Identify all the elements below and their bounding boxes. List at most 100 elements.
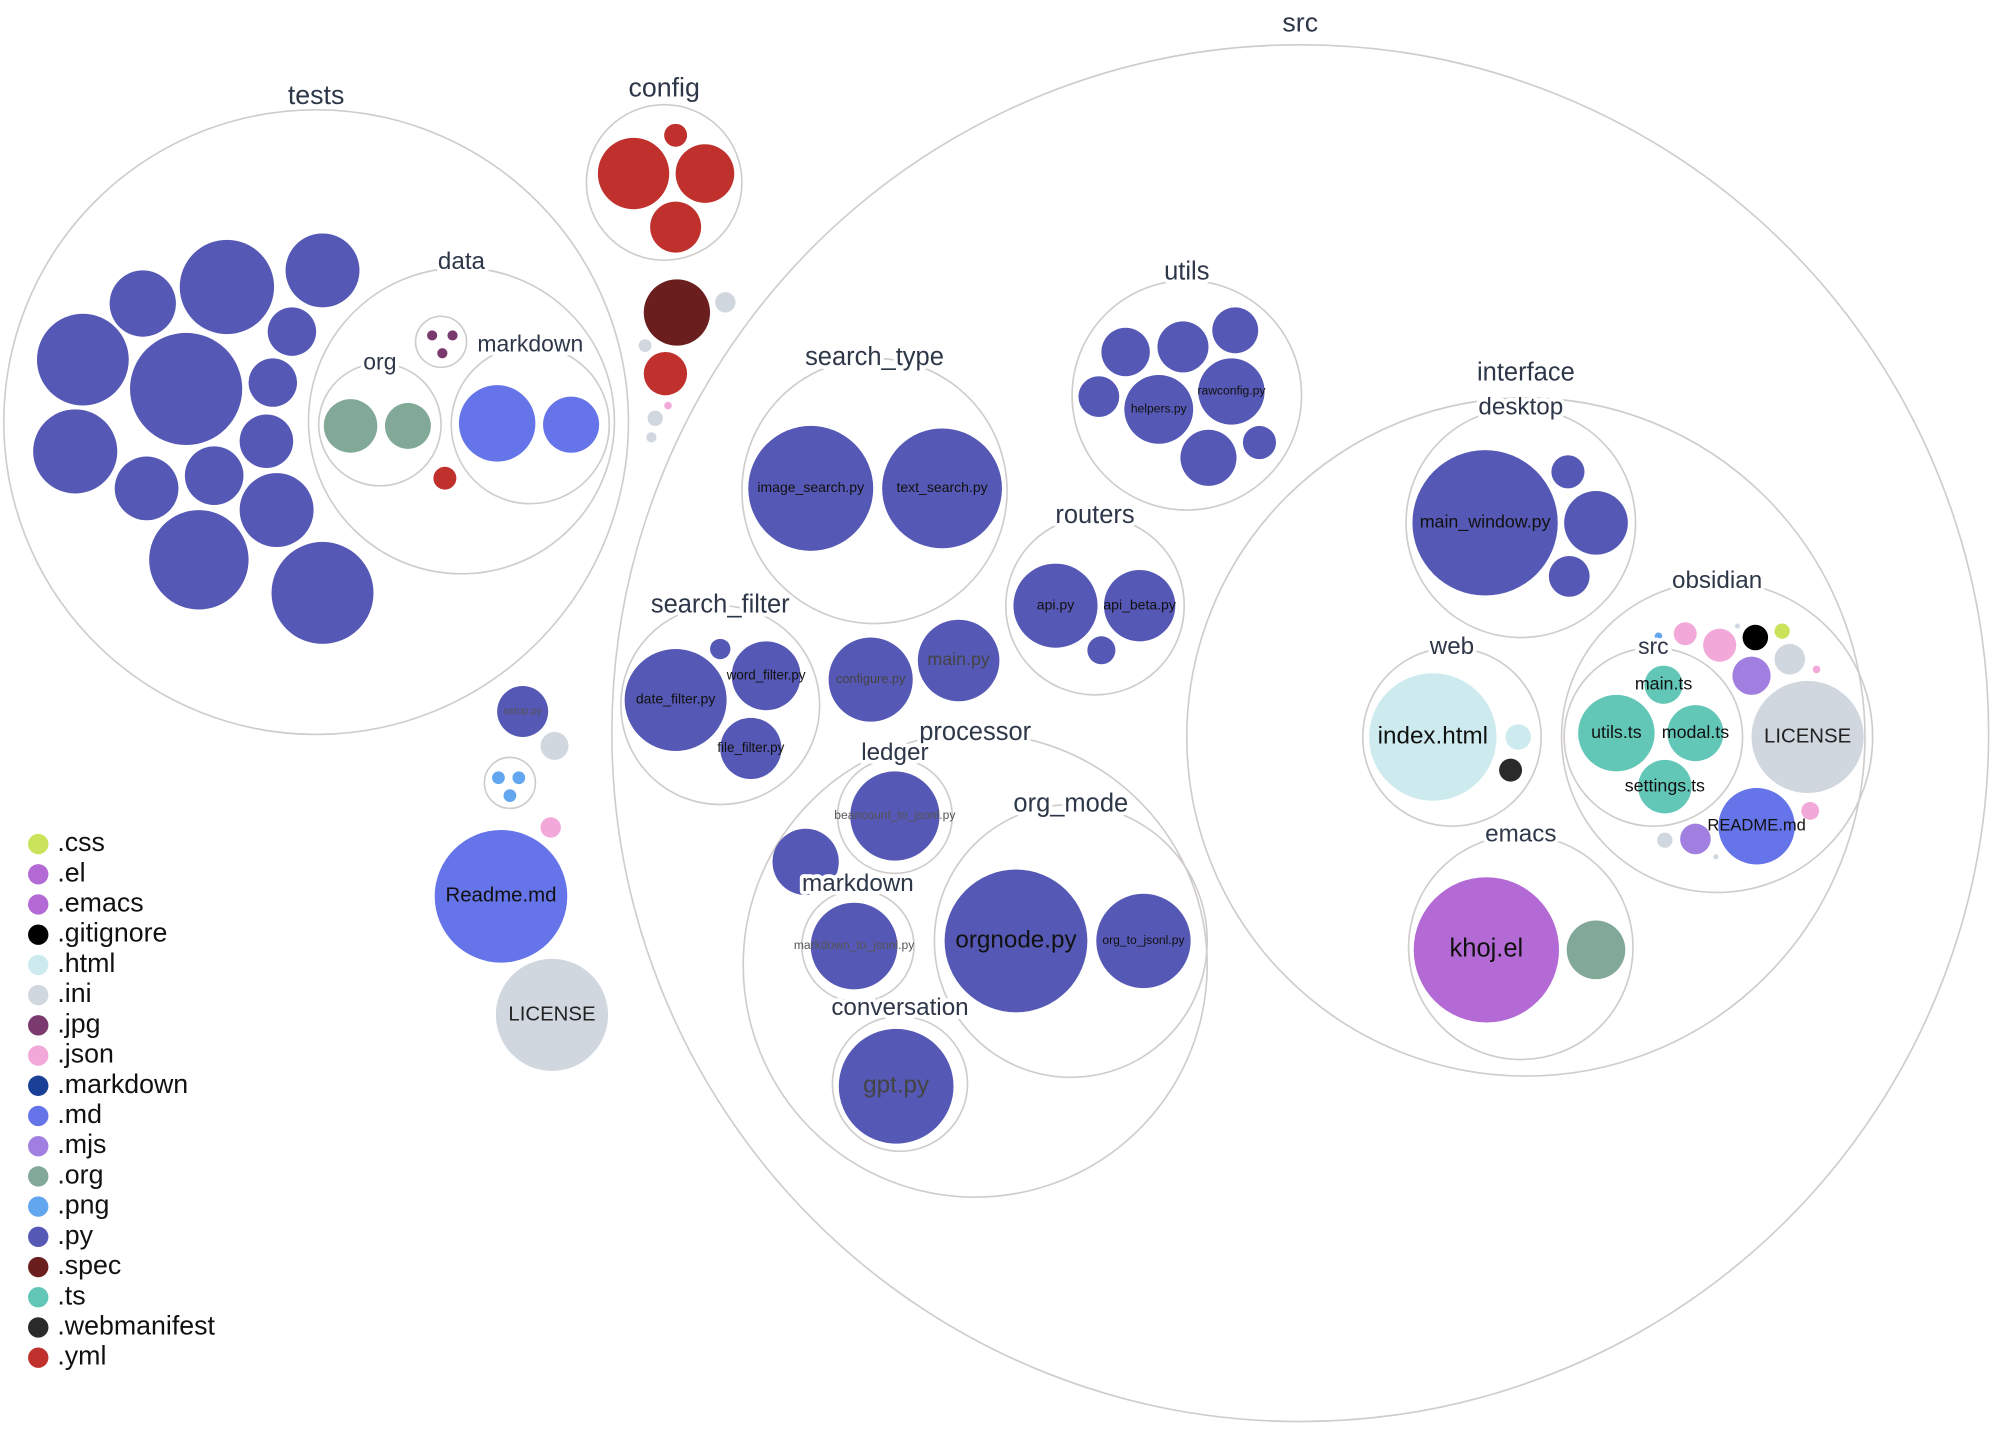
file-circle-main[interactable] <box>917 619 1000 702</box>
directory-conversation[interactable] <box>831 1015 969 1153</box>
file-circle-py[interactable] <box>239 414 294 468</box>
file-circle-configure[interactable] <box>828 637 913 722</box>
file-circle-mjs[interactable] <box>1732 656 1771 695</box>
directory-jpgdir[interactable] <box>414 315 468 369</box>
directory-utils[interactable] <box>1071 279 1303 511</box>
file-circle-py[interactable] <box>130 332 243 446</box>
file-circle-py[interactable] <box>1551 455 1585 489</box>
file-circle-jpg[interactable] <box>427 330 438 341</box>
file-circle-org[interactable] <box>384 402 431 449</box>
file-circle-py[interactable] <box>114 456 179 521</box>
directory-emacs[interactable] <box>1407 834 1634 1061</box>
file-circle-py[interactable] <box>1087 636 1116 665</box>
file-circle-jpg[interactable] <box>447 330 458 341</box>
file-circle-py[interactable] <box>1212 307 1259 354</box>
file-circle-py[interactable] <box>179 239 275 335</box>
file-circle-word_filter[interactable] <box>731 641 801 711</box>
file-circle-py[interactable] <box>1078 376 1120 418</box>
file-circle-org[interactable] <box>1566 920 1626 980</box>
file-circle-md[interactable] <box>458 385 536 462</box>
file-circle-file_filter[interactable] <box>720 717 782 780</box>
directory-desktop[interactable] <box>1405 407 1637 639</box>
file-circle-json[interactable] <box>1703 628 1737 662</box>
file-circle-text_search[interactable] <box>882 428 1002 549</box>
file-circle-html[interactable] <box>1505 724 1531 750</box>
file-circle-py[interactable] <box>1242 425 1277 460</box>
file-circle-yml[interactable] <box>597 137 670 210</box>
file-circle-ini[interactable] <box>1713 854 1719 860</box>
file-circle-beancount[interactable] <box>850 771 940 861</box>
file-circle-py[interactable] <box>184 446 244 505</box>
file-circle-jpg[interactable] <box>437 348 448 359</box>
file-circle-py[interactable] <box>1157 321 1209 373</box>
directory-routers[interactable] <box>1004 515 1186 696</box>
file-circle-png[interactable] <box>1654 632 1663 641</box>
file-circle-py[interactable] <box>109 270 176 337</box>
directory-ledger[interactable] <box>836 757 954 875</box>
file-circle-md[interactable] <box>543 396 600 453</box>
file-circle-py[interactable] <box>33 409 118 494</box>
file-circle-json[interactable] <box>1801 801 1820 820</box>
file-circle-yml[interactable] <box>433 466 457 490</box>
file-circle-png[interactable] <box>492 771 505 785</box>
file-circle-mjs[interactable] <box>1680 823 1711 855</box>
directory-config[interactable] <box>585 103 743 262</box>
file-circle-main_ts[interactable] <box>1644 665 1683 704</box>
directory-markdown[interactable] <box>450 344 611 505</box>
file-circle-settings_ts[interactable] <box>1638 759 1692 814</box>
file-circle-yml[interactable] <box>643 351 688 396</box>
directory-images[interactable] <box>483 756 537 810</box>
file-circle-helpers[interactable] <box>1124 374 1194 444</box>
file-circle-json[interactable] <box>540 817 561 838</box>
file-circle-gpt[interactable] <box>838 1028 954 1144</box>
file-circle-json[interactable] <box>1812 665 1821 674</box>
file-circle-yml[interactable] <box>650 201 702 253</box>
directory-obsidian[interactable] <box>1560 580 1874 894</box>
file-circle-rawconfig[interactable] <box>1198 358 1265 425</box>
directory-data[interactable] <box>307 267 616 575</box>
file-circle-org_to_jsonl[interactable] <box>1096 893 1191 989</box>
file-circle-org[interactable] <box>323 399 378 453</box>
file-circle-date_filter[interactable] <box>624 649 727 751</box>
file-circle-ini[interactable] <box>1657 832 1673 848</box>
file-circle-css[interactable] <box>1774 623 1790 639</box>
file-circle-setup[interactable] <box>497 685 549 737</box>
file-circle-obs_license[interactable] <box>1751 680 1864 794</box>
file-circle-ini[interactable] <box>646 432 657 443</box>
file-circle-gitignore[interactable] <box>1742 624 1769 651</box>
file-circle-modal_ts[interactable] <box>1667 705 1724 762</box>
file-circle-py[interactable] <box>248 358 298 407</box>
file-circle-png[interactable] <box>512 771 526 785</box>
directory-search_type[interactable] <box>741 357 1008 625</box>
file-circle-ini[interactable] <box>647 410 663 426</box>
file-circle-py[interactable] <box>1548 555 1590 597</box>
directory-p_markdown[interactable] <box>800 889 915 1003</box>
file-circle-utils_ts[interactable] <box>1578 694 1655 772</box>
file-circle-main_window[interactable] <box>1412 450 1558 596</box>
file-circle-py[interactable] <box>239 473 314 548</box>
file-circle-py[interactable] <box>36 313 129 406</box>
file-circle-py[interactable] <box>271 541 374 644</box>
file-circle-py[interactable] <box>710 638 731 660</box>
file-circle-obs_readme[interactable] <box>1718 787 1795 865</box>
file-circle-json[interactable] <box>664 401 672 410</box>
directory-processor[interactable] <box>742 732 1209 1198</box>
file-circle-image_search[interactable] <box>748 425 874 551</box>
directory-org[interactable] <box>317 362 442 487</box>
directory-interface[interactable] <box>1185 397 1866 1077</box>
file-circle-yml[interactable] <box>675 144 735 203</box>
file-circle-orgnode[interactable] <box>944 869 1088 1013</box>
file-circle-ini[interactable] <box>1734 623 1741 629</box>
file-circle-yml[interactable] <box>664 123 688 147</box>
file-circle-ini[interactable] <box>715 292 736 313</box>
file-circle-py[interactable] <box>1180 429 1237 486</box>
file-circle-license[interactable] <box>495 958 609 1071</box>
file-circle-py[interactable] <box>267 307 317 356</box>
file-circle-py[interactable] <box>1564 490 1628 555</box>
file-circle-png[interactable] <box>503 789 517 802</box>
file-circle-api[interactable] <box>1013 563 1098 648</box>
file-circle-py[interactable] <box>285 233 360 308</box>
directory-search_filter[interactable] <box>619 604 821 806</box>
file-circle-ini[interactable] <box>1774 643 1806 675</box>
directory-src[interactable] <box>611 43 1990 1423</box>
